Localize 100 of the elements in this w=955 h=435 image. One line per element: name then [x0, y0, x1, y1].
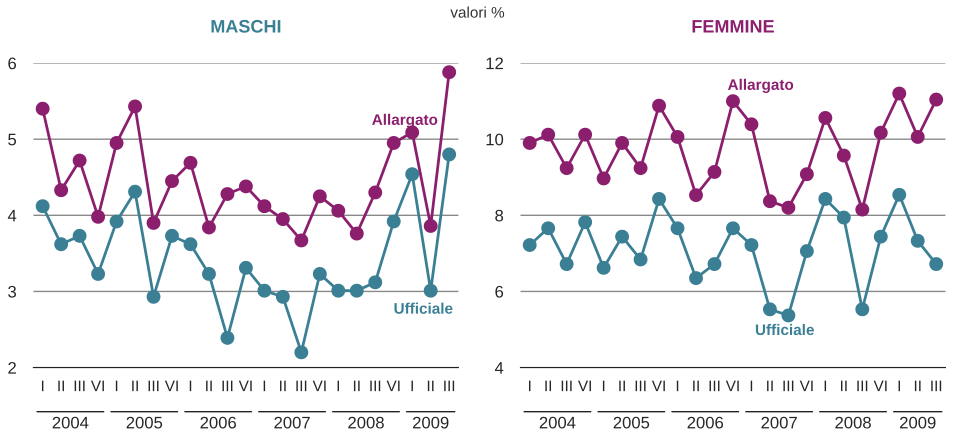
point	[800, 167, 814, 182]
x-tick-label: III	[370, 380, 380, 392]
point	[744, 238, 758, 252]
point	[276, 290, 290, 304]
point	[708, 164, 722, 179]
chart-title: MASCHI	[212, 20, 280, 33]
point	[257, 199, 272, 214]
point	[726, 221, 740, 236]
point	[202, 266, 216, 281]
point	[892, 86, 906, 100]
text: 2007	[761, 416, 797, 429]
point	[146, 290, 160, 304]
point	[541, 221, 556, 236]
point	[386, 214, 401, 228]
point	[560, 257, 574, 271]
x-tick-label: III	[636, 380, 646, 392]
series-label: Allargato	[372, 114, 438, 128]
y-tick-label: 8	[495, 210, 504, 222]
x-tick-label: VI	[312, 380, 326, 392]
point	[652, 98, 666, 113]
x-tick-label: III	[931, 380, 942, 392]
point	[350, 226, 364, 241]
point	[910, 130, 925, 144]
y-tick-label: 3	[8, 286, 16, 298]
point	[146, 216, 160, 230]
point	[670, 221, 684, 236]
point	[762, 194, 777, 208]
point	[386, 136, 401, 150]
text: 2004	[52, 416, 88, 429]
point	[818, 192, 832, 206]
point	[36, 199, 50, 214]
x-tick-label: II	[354, 380, 360, 392]
x-tick-label: III	[296, 380, 306, 392]
point	[910, 234, 925, 248]
point	[874, 126, 888, 140]
point	[578, 128, 592, 142]
x-tick-label: III	[148, 380, 158, 392]
text: 2008	[348, 416, 384, 429]
text: 2005	[614, 416, 650, 429]
text: 2009	[412, 416, 448, 429]
point	[781, 200, 796, 215]
x-tick-label: VI	[726, 380, 739, 392]
point	[368, 275, 382, 290]
text: 2006	[688, 416, 724, 429]
x-tick-label: II	[206, 380, 212, 392]
point	[781, 308, 796, 322]
x-tick-label: VI	[578, 380, 591, 392]
point	[312, 266, 327, 281]
text: 2007	[274, 416, 310, 429]
point	[128, 184, 142, 199]
y-tick-label: 10	[486, 134, 504, 146]
point	[892, 188, 906, 202]
x-tick-label: VI	[874, 380, 887, 392]
y-tick-label: 4	[8, 210, 16, 222]
x-tick-label: II	[428, 380, 434, 392]
x-tick-label: I	[190, 380, 192, 392]
x-tick-label: II	[619, 380, 625, 392]
point	[929, 92, 944, 107]
x-tick-label: I	[338, 380, 340, 392]
point	[202, 220, 216, 234]
point	[276, 212, 290, 226]
point	[331, 284, 346, 298]
point	[634, 252, 648, 266]
x-tick-label: III	[710, 380, 720, 392]
x-tick-label: III	[222, 380, 232, 392]
text: 2009	[900, 416, 936, 429]
point	[72, 228, 87, 243]
y-tick-label: 5	[8, 134, 16, 146]
point	[855, 302, 870, 316]
point	[744, 117, 758, 132]
x-tick-label: III	[444, 380, 454, 392]
point	[128, 100, 142, 114]
point	[350, 284, 364, 298]
x-tick-label: II	[132, 380, 138, 392]
point	[294, 234, 308, 248]
point	[855, 202, 870, 217]
point	[560, 161, 574, 176]
point	[220, 330, 234, 345]
point	[165, 228, 179, 243]
y-tick-label: 6	[495, 286, 504, 298]
point	[238, 179, 253, 194]
point	[596, 171, 611, 186]
x-tick-label: VI	[90, 380, 104, 392]
point	[312, 189, 327, 204]
point	[184, 156, 198, 170]
point	[368, 186, 382, 200]
x-tick-label: III	[562, 380, 572, 392]
point	[91, 210, 106, 224]
point	[424, 284, 438, 298]
point	[762, 302, 777, 316]
point	[522, 238, 537, 252]
x-tick-label: II	[280, 380, 286, 392]
point	[800, 244, 814, 258]
point	[54, 237, 68, 252]
point	[670, 130, 684, 144]
point	[726, 94, 740, 108]
point	[257, 284, 272, 298]
point	[689, 271, 703, 286]
point	[596, 260, 611, 275]
point	[54, 183, 68, 198]
